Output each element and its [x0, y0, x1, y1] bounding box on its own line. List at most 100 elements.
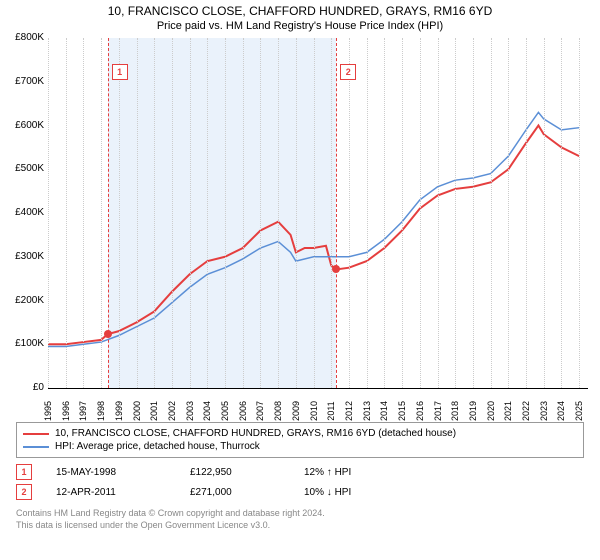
- footer-attribution: Contains HM Land Registry data © Crown c…: [16, 508, 584, 531]
- y-axis-label: £300K: [8, 251, 44, 262]
- event-row: 1 15-MAY-1998 £122,950 12% ↑ HPI: [16, 462, 584, 482]
- x-axis-label: 2021: [503, 396, 513, 426]
- grid-line: [349, 38, 350, 388]
- event-line: [336, 38, 337, 388]
- grid-line: [331, 38, 332, 388]
- grid-line: [172, 38, 173, 388]
- legend-label: 10, FRANCISCO CLOSE, CHAFFORD HUNDRED, G…: [55, 428, 456, 439]
- x-axis-label: 2024: [556, 396, 566, 426]
- grid-line: [83, 38, 84, 388]
- event-delta: 10% ↓ HPI: [304, 487, 351, 498]
- grid-line: [137, 38, 138, 388]
- grid-line: [314, 38, 315, 388]
- event-dot: [332, 265, 340, 273]
- x-axis-label: 2004: [202, 396, 212, 426]
- event-date: 15-MAY-1998: [56, 467, 166, 478]
- x-axis-label: 2018: [450, 396, 460, 426]
- y-axis-label: £100K: [8, 338, 44, 349]
- plot-region: 12: [48, 38, 588, 389]
- x-axis-label: 2014: [379, 396, 389, 426]
- line-series: [48, 38, 588, 388]
- grid-line: [190, 38, 191, 388]
- x-axis-label: 2003: [185, 396, 195, 426]
- grid-line: [384, 38, 385, 388]
- y-axis-label: £200K: [8, 295, 44, 306]
- y-axis-label: £800K: [8, 32, 44, 43]
- legend-row: 10, FRANCISCO CLOSE, CHAFFORD HUNDRED, G…: [23, 427, 577, 440]
- x-axis-label: 2010: [309, 396, 319, 426]
- legend: 10, FRANCISCO CLOSE, CHAFFORD HUNDRED, G…: [16, 422, 584, 458]
- grid-line: [438, 38, 439, 388]
- grid-line: [402, 38, 403, 388]
- grid-line: [48, 38, 49, 388]
- grid-line: [260, 38, 261, 388]
- grid-line: [119, 38, 120, 388]
- events-table: 1 15-MAY-1998 £122,950 12% ↑ HPI 2 12-APR-201…: [16, 462, 584, 502]
- grid-line: [491, 38, 492, 388]
- event-delta: 12% ↑ HPI: [304, 467, 351, 478]
- x-axis-label: 2022: [521, 396, 531, 426]
- grid-line: [101, 38, 102, 388]
- x-axis-label: 2016: [415, 396, 425, 426]
- event-number: 2: [16, 484, 32, 500]
- footer-line-2: This data is licensed under the Open Gov…: [16, 520, 584, 532]
- grid-line: [154, 38, 155, 388]
- grid-line: [579, 38, 580, 388]
- x-axis-label: 2009: [291, 396, 301, 426]
- chart-title: 10, FRANCISCO CLOSE, CHAFFORD HUNDRED, G…: [8, 4, 592, 18]
- x-axis-label: 2005: [220, 396, 230, 426]
- grid-line: [561, 38, 562, 388]
- grid-line: [225, 38, 226, 388]
- event-price: £122,950: [190, 467, 280, 478]
- legend-swatch: [23, 446, 49, 448]
- x-axis-label: 1999: [114, 396, 124, 426]
- grid-line: [508, 38, 509, 388]
- y-axis-label: £0: [8, 382, 44, 393]
- grid-line: [526, 38, 527, 388]
- x-axis-label: 2012: [344, 396, 354, 426]
- x-axis-label: 2002: [167, 396, 177, 426]
- legend-label: HPI: Average price, detached house, Thur…: [55, 441, 260, 452]
- x-axis-label: 2007: [255, 396, 265, 426]
- event-dot: [104, 330, 112, 338]
- x-axis-label: 2023: [539, 396, 549, 426]
- x-axis-label: 2025: [574, 396, 584, 426]
- chart-area: 12 £0£100K£200K£300K£400K£500K£600K£700K…: [8, 38, 592, 418]
- x-axis-label: 2020: [486, 396, 496, 426]
- chart-subtitle: Price paid vs. HM Land Registry's House …: [8, 20, 592, 32]
- x-axis-label: 1998: [96, 396, 106, 426]
- grid-line: [207, 38, 208, 388]
- x-axis-label: 1997: [78, 396, 88, 426]
- x-axis-label: 2019: [468, 396, 478, 426]
- y-axis-label: £500K: [8, 163, 44, 174]
- y-axis-label: £600K: [8, 120, 44, 131]
- y-axis-label: £400K: [8, 207, 44, 218]
- x-axis-label: 1995: [43, 396, 53, 426]
- event-marker: 1: [112, 64, 128, 80]
- grid-line: [278, 38, 279, 388]
- x-axis-label: 2015: [397, 396, 407, 426]
- grid-line: [296, 38, 297, 388]
- grid-line: [367, 38, 368, 388]
- grid-line: [243, 38, 244, 388]
- grid-line: [455, 38, 456, 388]
- y-axis-label: £700K: [8, 76, 44, 87]
- x-axis-label: 1996: [61, 396, 71, 426]
- grid-line: [420, 38, 421, 388]
- x-axis-label: 2011: [326, 396, 336, 426]
- event-marker: 2: [340, 64, 356, 80]
- x-axis-label: 2006: [238, 396, 248, 426]
- x-axis-label: 2013: [362, 396, 372, 426]
- x-axis-label: 2000: [132, 396, 142, 426]
- event-row: 2 12-APR-2011 £271,000 10% ↓ HPI: [16, 482, 584, 502]
- event-number: 1: [16, 464, 32, 480]
- legend-swatch: [23, 433, 49, 435]
- grid-line: [473, 38, 474, 388]
- event-price: £271,000: [190, 487, 280, 498]
- x-axis-label: 2017: [433, 396, 443, 426]
- x-axis-label: 2001: [149, 396, 159, 426]
- grid-line: [66, 38, 67, 388]
- x-axis-label: 2008: [273, 396, 283, 426]
- event-date: 12-APR-2011: [56, 487, 166, 498]
- grid-line: [544, 38, 545, 388]
